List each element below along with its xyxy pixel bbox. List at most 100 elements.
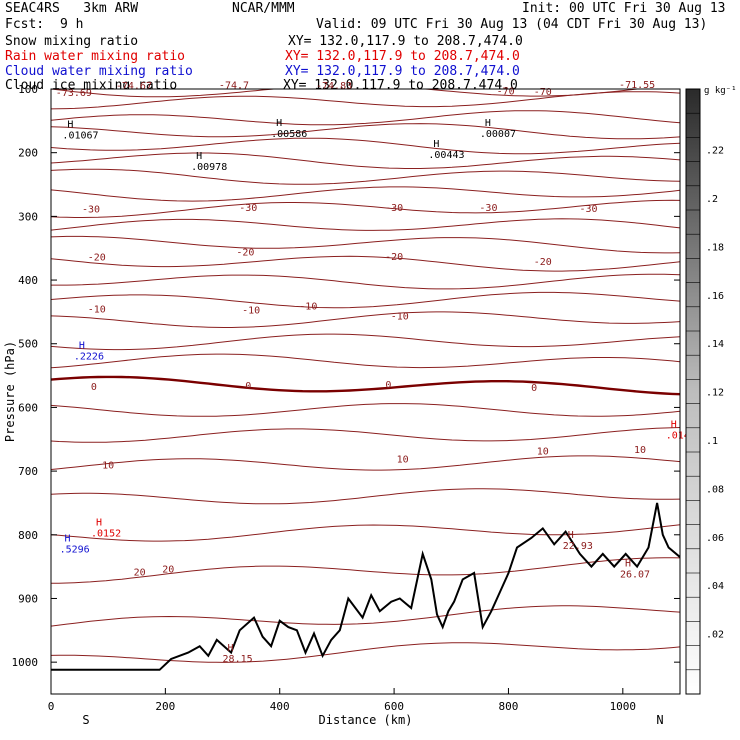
isotherm-label: -70 [534,87,552,98]
isotherm-contour [51,488,680,505]
center-name: NCAR/MMM [232,1,295,16]
isotherm-contour [51,123,680,140]
extremum-marker: H [625,558,631,569]
extremum-marker: H [79,341,85,352]
isotherm-label: -20 [534,257,552,268]
isotherm-contour [51,137,680,155]
extremum-value-label: .00586 [271,129,307,140]
fcst-value: 9 h [60,17,84,32]
extremum-marker: H [67,120,73,131]
field-rain-name: Rain water mixing ratio [5,49,186,64]
colorbar-tick-label: .12 [706,388,724,399]
x-tick-label: 600 [384,700,404,713]
isotherm-contour [51,642,680,663]
isotherm-label: 20 [162,565,174,576]
extremum-value-label: .00007 [480,129,516,140]
isotherm-label: -74.7 [219,81,249,92]
terrain-profile [51,502,680,671]
extremum-marker: H [485,118,491,129]
isotherm-label: 0 [531,383,537,394]
extremum-marker: H [276,118,282,129]
extremum-marker: H [568,530,574,541]
x-tick-label: 0 [48,700,55,713]
extremum-marker: H [433,139,439,150]
endpoint-left-label: S [82,713,89,727]
x-axis-title: Distance (km) [319,713,413,727]
isotherm-contour [51,605,680,627]
isotherm-label: 20 [134,568,146,579]
model-name: SEAC4RS 3km ARW [5,1,139,16]
field-snow-xy: XY= 132.0,117.9 to 208.7,474.0 [288,34,523,49]
isotherm-contour [51,427,680,443]
y-tick-label: 700 [18,465,38,478]
colorbar-tick-label: .2 [706,194,718,205]
colorbar [685,88,701,695]
colorbar-tick-label: .04 [706,581,724,592]
y-axis-title: Pressure (hPa) [3,341,17,442]
isotherm-contour [51,273,680,290]
isotherm-label: -30 [579,204,597,215]
extremum-value-label: .01067 [62,131,98,142]
isotherm-contour [51,524,680,542]
extremum-value-label: .0152 [91,529,121,540]
isotherm-label: -10 [299,302,317,313]
fcst-label: Fcst: [5,17,45,32]
field-rain-xy: XY= 132.0,117.9 to 208.7,474.0 [285,49,520,64]
x-tick-label: 200 [155,700,175,713]
extremum-marker: H [65,534,71,545]
isotherm-contour [51,353,680,369]
isotherm-label: 0 [385,380,391,391]
isotherm-contour [51,186,680,202]
y-tick-label: 600 [18,401,38,414]
y-tick-label: 1000 [12,656,39,669]
isotherm-contour [51,311,680,328]
isotherm-label: -10 [88,305,106,316]
isotherm-contour [51,110,680,126]
isotherm-label: -20 [88,252,106,263]
y-tick-label: 100 [18,83,38,96]
isotherm-label: -30 [82,205,100,216]
isotherm-label: -20 [236,247,254,258]
isotherm-contour [51,557,680,584]
isotherm-label: -30 [385,203,403,214]
isotherm-label: -74.67 [116,81,152,92]
y-tick-label: 900 [18,592,38,605]
y-tick-label: 200 [18,147,38,160]
isotherm-label: 10 [634,445,646,456]
isotherm-contour [51,218,680,231]
extremum-marker: H [96,518,102,529]
isotherm-label: 10 [397,454,409,465]
isotherm-label: 0 [245,381,251,392]
extremum-value-label: .5296 [60,545,90,556]
isotherm-contour [51,199,680,218]
colorbar-tick-label: .14 [706,339,724,350]
endpoint-right-label: N [656,713,663,727]
isotherm-label: -10 [242,305,260,316]
isotherm-label: 10 [537,447,549,458]
colorbar-tick-label: .22 [706,146,724,157]
extremum-value-label: 26.07 [620,569,650,580]
isotherm-contour [51,235,680,254]
x-tick-label: 800 [499,700,519,713]
isotherm-label: 10 [102,461,114,472]
valid-time: Valid: 09 UTC Fri 30 Aug 13 (04 CDT Fri … [316,17,708,32]
extremum-marker: H [671,420,677,431]
colorbar-tick-label: .02 [706,630,724,641]
isotherm-contour [51,168,680,185]
isotherm-label: -70 [497,86,515,97]
extremum-value-label: 28.15 [223,654,253,665]
isotherm-contour [51,152,680,169]
colorbar-tick-label: .06 [706,533,724,544]
extremum-marker: H [196,151,202,162]
colorbar-tick-label: .16 [706,291,724,302]
colorbar-tick-label: .1 [706,436,718,447]
colorbar-unit: g kg⁻¹ [704,86,737,96]
isotherm-contour [51,333,680,351]
isotherm-label: -10 [391,312,409,323]
isotherm-contour [51,255,680,272]
y-tick-label: 400 [18,274,38,287]
extremum-marker: H [228,643,234,654]
plot-background [51,89,680,694]
extremum-value-label: .2226 [74,352,104,363]
x-tick-label: 400 [270,700,290,713]
